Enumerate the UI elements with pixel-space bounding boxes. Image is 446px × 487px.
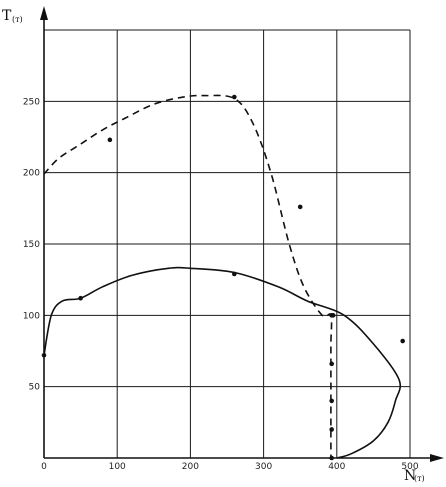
y-tick-label: 50 bbox=[29, 383, 41, 393]
x-tick-label: 100 bbox=[109, 462, 126, 472]
x-tick-label: 300 bbox=[255, 462, 272, 472]
tick-labels: 0 100 200 300 400 500 50 100 150 200 250 bbox=[23, 97, 419, 472]
series-layer bbox=[43, 94, 402, 459]
data-point bbox=[329, 398, 334, 404]
solid-series-line bbox=[43, 266, 402, 459]
x-axis-arrow-icon bbox=[430, 454, 444, 462]
points-layer bbox=[41, 94, 405, 461]
y-tick-label: 100 bbox=[23, 311, 40, 321]
data-point bbox=[329, 361, 334, 367]
y-tick-label: 150 bbox=[23, 240, 40, 250]
data-point bbox=[330, 313, 336, 318]
axes bbox=[40, 6, 444, 462]
data-point bbox=[107, 137, 113, 143]
data-point bbox=[232, 94, 237, 100]
data-point bbox=[78, 295, 83, 301]
y-tick-label: 200 bbox=[23, 169, 40, 179]
x-tick-label: 500 bbox=[401, 462, 418, 472]
y-axis-title: T bbox=[2, 8, 12, 24]
y-tick-label: 250 bbox=[23, 97, 40, 107]
data-point bbox=[232, 271, 237, 277]
y-axis-title-sub: (т) bbox=[12, 15, 23, 24]
dashed-series-line bbox=[43, 94, 333, 458]
x-tick-label: 400 bbox=[328, 462, 345, 472]
data-point bbox=[400, 338, 405, 344]
x-tick-label: 200 bbox=[182, 462, 199, 472]
data-point bbox=[41, 352, 47, 358]
grid bbox=[44, 29, 411, 458]
x-tick-label: 0 bbox=[41, 462, 47, 472]
x-axis-title: N bbox=[404, 468, 416, 484]
data-point bbox=[297, 204, 303, 210]
data-point bbox=[329, 427, 334, 432]
data-point bbox=[329, 455, 334, 461]
y-axis-arrow-icon bbox=[40, 6, 48, 20]
x-axis-title-sub: (т) bbox=[414, 474, 425, 483]
